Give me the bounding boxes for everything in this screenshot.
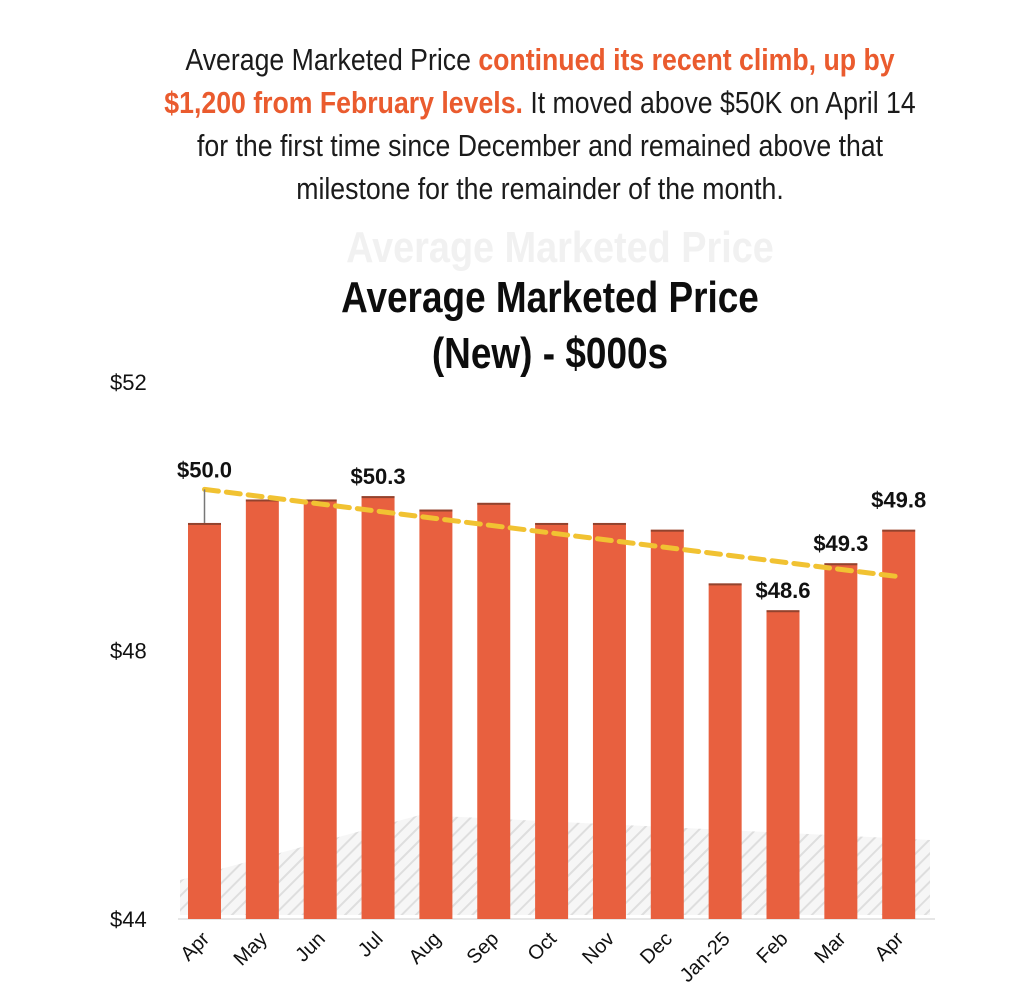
trendline-path bbox=[202, 486, 902, 580]
bar-top-edge bbox=[766, 610, 800, 613]
bar-7 bbox=[592, 522, 626, 919]
data-label: $50.0 bbox=[177, 457, 232, 482]
x-tick-label: Jun bbox=[291, 928, 329, 966]
x-tick-label: Jan-25 bbox=[676, 928, 735, 987]
trendline bbox=[202, 486, 902, 580]
headline: Average Marketed Price continued its rec… bbox=[162, 38, 919, 210]
bar-1 bbox=[245, 499, 279, 919]
bar-5 bbox=[477, 502, 511, 919]
bar-2 bbox=[303, 499, 337, 919]
x-tick-label: Mar bbox=[810, 928, 850, 968]
data-label: $48.6 bbox=[755, 578, 810, 603]
bar-8 bbox=[650, 529, 684, 919]
data-label: $49.8 bbox=[871, 488, 926, 513]
bar-9 bbox=[708, 583, 742, 919]
bar-top-edge bbox=[824, 563, 858, 566]
x-tick-label: Oct bbox=[524, 928, 562, 966]
data-label: $49.3 bbox=[813, 531, 868, 556]
bar-top-edge bbox=[882, 529, 916, 532]
bar-top-edge bbox=[650, 529, 684, 532]
chart-title: Average Marketed Price (New) - $000s bbox=[248, 270, 853, 382]
bar-top-edge bbox=[245, 499, 279, 502]
bar-12 bbox=[882, 529, 916, 919]
data-label: $50.3 bbox=[351, 464, 406, 489]
x-axis: Apr May Jun Jul Aug Sep Oct Nov Dec Jan-25 Feb Mar A… bbox=[176, 928, 908, 987]
x-tick-label: Apr bbox=[871, 928, 909, 966]
x-tick-label: Jul bbox=[354, 928, 388, 962]
x-tick-label: Apr bbox=[176, 928, 214, 966]
bar-top-edge bbox=[708, 583, 742, 586]
chart-title-line: Average Marketed Price bbox=[341, 273, 759, 322]
bar-top-edge bbox=[303, 499, 337, 502]
bar-11 bbox=[824, 563, 858, 919]
data-labels: $50.0 $50.3 $48.6$49.3$49.8 bbox=[177, 457, 926, 603]
bar-top-edge bbox=[419, 509, 453, 512]
y-tick-label: $44 bbox=[110, 907, 147, 932]
y-tick-label: $52 bbox=[110, 370, 147, 395]
chart-title-shadow: Average Marketed Price bbox=[346, 223, 774, 272]
x-tick-label: Dec bbox=[636, 928, 677, 969]
bar-0 bbox=[188, 522, 221, 919]
x-tick-label: May bbox=[230, 928, 272, 970]
bar-6 bbox=[535, 522, 569, 919]
bar-4 bbox=[419, 509, 453, 919]
headline-part-2: It moved above $50K on April 14 for the … bbox=[196, 85, 916, 206]
chart-subtitle-line: (New) - $000s bbox=[431, 329, 669, 378]
bar-top-edge bbox=[592, 522, 626, 525]
bar-top-edge bbox=[535, 522, 569, 525]
bar-10 bbox=[766, 610, 800, 919]
y-axis: $44 $48 $52 bbox=[110, 370, 147, 932]
bar-top-edge bbox=[188, 522, 221, 525]
bars bbox=[188, 496, 916, 919]
headline-part-1: Average Marketed Price bbox=[185, 42, 479, 77]
bar-top-edge bbox=[477, 502, 511, 505]
bar-top-edge bbox=[361, 496, 395, 499]
x-tick-label: Sep bbox=[463, 928, 504, 969]
y-tick-label: $48 bbox=[110, 639, 147, 664]
headline-highlight: continued its recent climb, up by $1,200… bbox=[164, 42, 895, 120]
x-tick-label: Aug bbox=[405, 928, 446, 969]
x-tick-label: Feb bbox=[753, 928, 793, 968]
bar-3 bbox=[361, 496, 395, 919]
x-tick-label: Nov bbox=[578, 928, 619, 969]
